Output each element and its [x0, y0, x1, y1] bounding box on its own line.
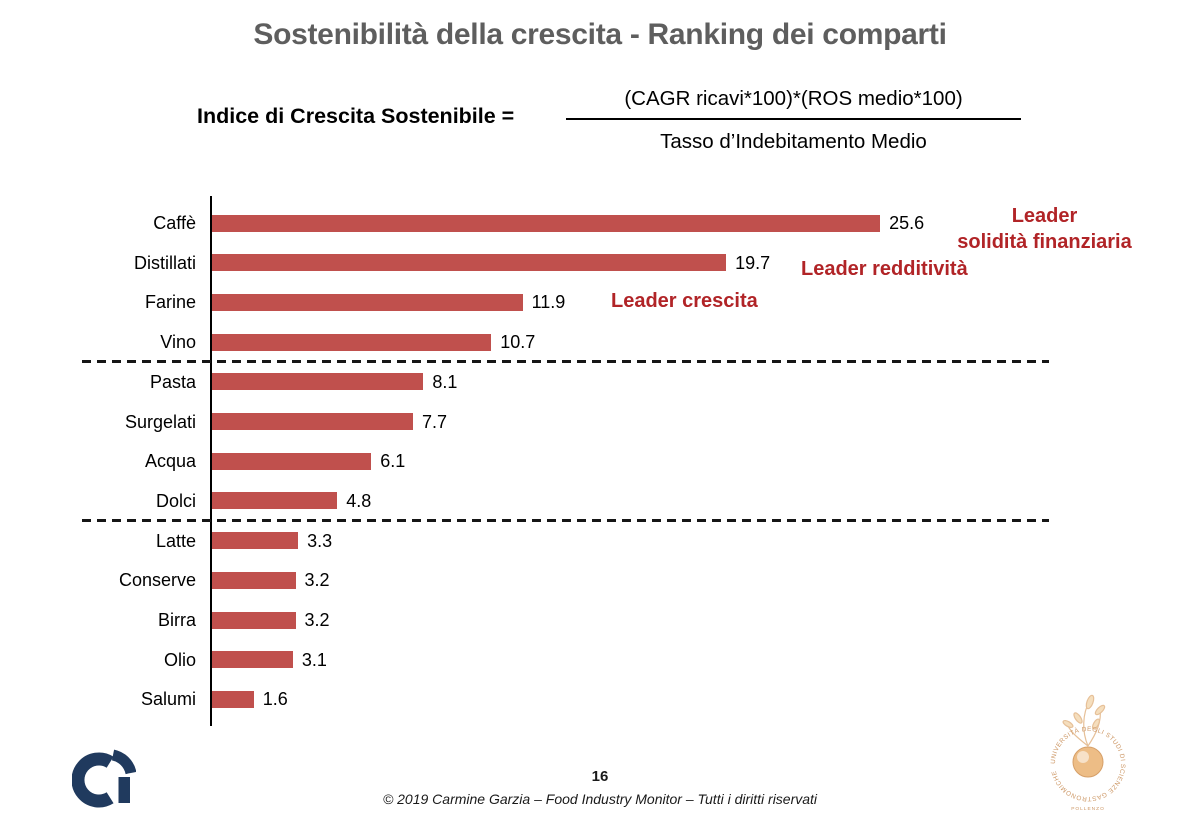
category-label: Latte [155, 530, 196, 551]
formula-fraction: (CAGR ricavi*100)*(ROS medio*100) Tasso … [566, 84, 1021, 157]
emblem-bottom-text: POLLENZO [1071, 806, 1105, 812]
bar [212, 254, 727, 272]
y-axis-line [210, 196, 212, 727]
bar-value-label: 10.7 [500, 332, 536, 353]
bar [212, 532, 299, 550]
category-label: Dolci [155, 490, 196, 511]
bar-value-label: 3.3 [307, 530, 333, 551]
category-label: Farine [144, 292, 196, 313]
formula-label: Indice di Crescita Sostenibile = [197, 104, 515, 128]
bar [212, 293, 523, 311]
bar-value-label: 3.2 [304, 570, 330, 591]
bar [212, 571, 296, 589]
category-label: Olio [163, 649, 196, 670]
annotation-line: solidità finanziaria [957, 231, 1132, 253]
emblem-fruit-highlight [1077, 751, 1089, 763]
ci-logo [72, 749, 136, 808]
bar-value-label: 1.6 [262, 689, 288, 710]
category-label: Caffè [153, 213, 196, 233]
category-label: Salumi [140, 689, 196, 710]
bar [212, 690, 254, 708]
bar [212, 452, 372, 470]
formula-numerator: (CAGR ricavi*100)*(ROS medio*100) [566, 84, 1021, 120]
chart-annotation: Leader solidità finanziaria [902, 203, 1187, 255]
dashed-separator [82, 519, 1049, 523]
category-label: Acqua [144, 451, 196, 472]
chart-annotation: Leader crescita [611, 288, 811, 314]
bar-value-label: 8.1 [432, 371, 458, 392]
category-label: Birra [157, 610, 196, 630]
emblem-branches [1062, 694, 1106, 747]
bar [212, 413, 413, 430]
bar-value-label: 3.1 [301, 649, 327, 670]
bar [212, 651, 293, 669]
dashed-separator [82, 360, 1049, 364]
category-label: Surgelati [124, 411, 196, 432]
formula-denominator: Tasso d’Indebitamento Medio [660, 130, 927, 153]
annotation-line: Leader redditività [801, 258, 968, 280]
university-emblem-logo: UNIVERSITÀ DEGLI STUDI DI SCIENZE GASTRO… [1050, 694, 1126, 812]
page-title: Sostenibilità della crescita - Ranking d… [253, 18, 947, 51]
category-label: Vino [160, 332, 196, 353]
chart-annotation: Leader redditività [801, 256, 1001, 282]
bar-value-label: 19.7 [735, 252, 771, 273]
annotation-line: Leader crescita [611, 290, 758, 312]
page-number: 16 [591, 768, 609, 785]
annotation-line: Leader [1011, 205, 1078, 227]
bar-value-label: 11.9 [531, 292, 566, 313]
category-label: Conserve [118, 570, 196, 591]
bar-value-label: 7.7 [421, 411, 447, 432]
bar-value-label: 6.1 [380, 451, 406, 472]
bar-value-label: 4.8 [346, 490, 372, 511]
copyright-text: © 2019 Carmine Garzia – Food Industry Mo… [382, 791, 818, 807]
bar [212, 373, 424, 391]
bar [212, 492, 338, 510]
category-label: Pasta [149, 371, 196, 392]
bar-value-label: 25.6 [889, 213, 925, 233]
emblem-fruit [1072, 746, 1104, 778]
bar [212, 333, 492, 351]
bar [212, 611, 296, 629]
category-label: Distillati [133, 252, 196, 273]
bar-value-label: 3.2 [304, 610, 330, 630]
bar [212, 214, 881, 232]
